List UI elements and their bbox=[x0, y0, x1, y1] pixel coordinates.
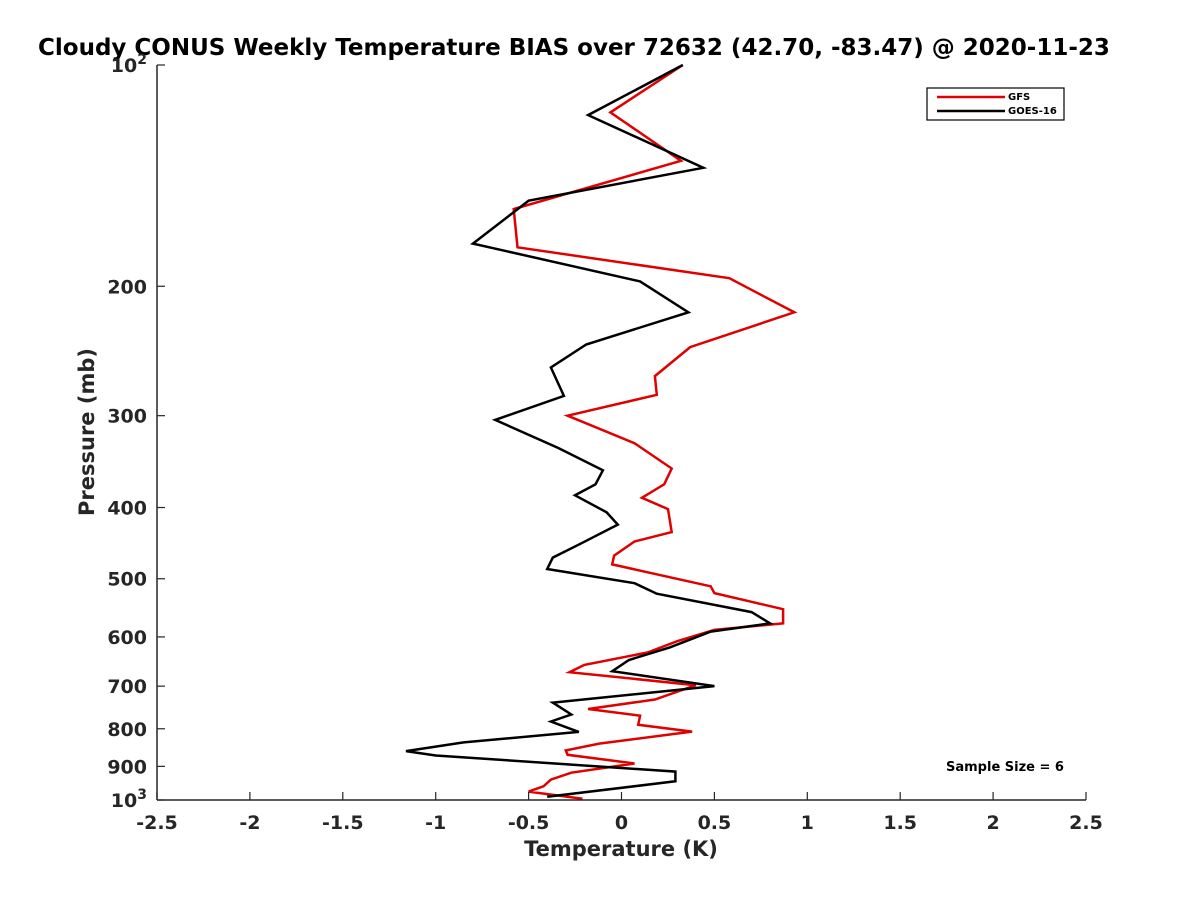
y-tick-label: 300 bbox=[107, 406, 147, 428]
x-tick-label: -1 bbox=[425, 812, 446, 834]
y-tick-label: 500 bbox=[107, 569, 147, 591]
x-axis-label: Temperature (K) bbox=[524, 837, 718, 861]
x-tick-label: 0 bbox=[615, 812, 628, 834]
x-tick-label: 1 bbox=[801, 812, 814, 834]
sample-size-annotation: Sample Size = 6 bbox=[946, 760, 1064, 775]
y-tick-label: 200 bbox=[107, 276, 147, 298]
x-tick-label: -0.5 bbox=[508, 812, 550, 834]
x-tick-label: -2.5 bbox=[136, 812, 178, 834]
x-tick-label: 2.5 bbox=[1069, 812, 1103, 834]
legend-label-gfs: GFS bbox=[1008, 92, 1030, 103]
y-tick-label: 103 bbox=[111, 787, 147, 812]
data-series-group bbox=[405, 63, 798, 800]
y-ticks-group: 102 200 300 400 500 600 700 800 900 103 bbox=[107, 52, 165, 812]
x-tick-label: 0.5 bbox=[698, 812, 732, 834]
x-tick-label: 2 bbox=[986, 812, 999, 834]
x-tick-label: -1.5 bbox=[322, 812, 364, 834]
chart-title: Cloudy CONUS Weekly Temperature BIAS ove… bbox=[38, 35, 1110, 61]
y-tick-label: 600 bbox=[107, 627, 147, 649]
legend-label-goes16: GOES-16 bbox=[1008, 106, 1057, 117]
y-tick-label: 800 bbox=[107, 719, 147, 741]
x-tick-label: 1.5 bbox=[883, 812, 917, 834]
x-ticks-group: -2.5 -2 -1.5 -1 -0.5 0 0.5 1 1.5 2 2.5 bbox=[136, 792, 1103, 834]
legend-box bbox=[926, 87, 1065, 121]
legend: GFS GOES-16 bbox=[926, 87, 1065, 121]
series-line-goes16 bbox=[405, 63, 774, 799]
y-tick-label: 400 bbox=[107, 498, 147, 520]
y-tick-label: 900 bbox=[107, 756, 147, 778]
series-line-gfs bbox=[512, 63, 798, 800]
y-tick-label: 700 bbox=[107, 676, 147, 698]
x-tick-label: -2 bbox=[239, 812, 260, 834]
y-axis-label: Pressure (mb) bbox=[75, 348, 99, 516]
y-tick-label: 102 bbox=[111, 52, 147, 77]
